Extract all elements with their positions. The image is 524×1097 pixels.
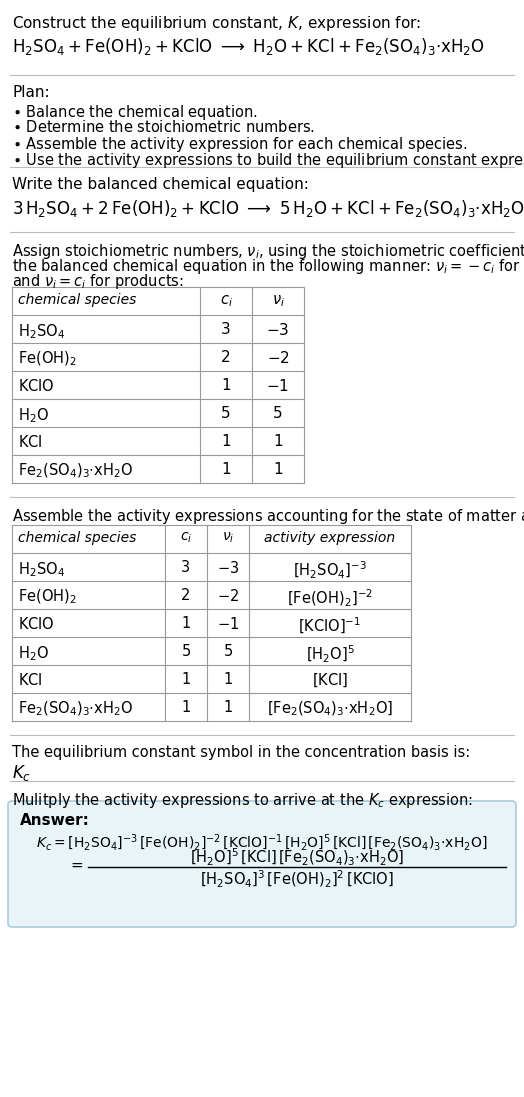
Text: $\mathrm{H_2SO_4}$: $\mathrm{H_2SO_4}$ xyxy=(18,323,65,341)
Text: $\mathrm{KCl}$: $\mathrm{KCl}$ xyxy=(18,434,42,450)
Text: $-1$: $-1$ xyxy=(217,617,239,632)
Text: $\mathrm{H_2O}$: $\mathrm{H_2O}$ xyxy=(18,406,49,425)
Text: $-3$: $-3$ xyxy=(217,559,239,576)
Text: $K_c = [\mathrm{H_2SO_4}]^{-3}\,[\mathrm{Fe(OH)_2}]^{-2}\,[\mathrm{KClO}]^{-1}\,: $K_c = [\mathrm{H_2SO_4}]^{-3}\,[\mathrm… xyxy=(36,833,488,853)
Text: $\mathrm{H_2SO_4}$: $\mathrm{H_2SO_4}$ xyxy=(18,559,65,579)
Text: the balanced chemical equation in the following manner: $\nu_i = -c_i$ for react: the balanced chemical equation in the fo… xyxy=(12,257,524,276)
Text: $-3$: $-3$ xyxy=(266,323,290,338)
Text: Construct the equilibrium constant, $K$, expression for:: Construct the equilibrium constant, $K$,… xyxy=(12,14,421,33)
Text: 1: 1 xyxy=(221,462,231,477)
Text: Plan:: Plan: xyxy=(12,84,50,100)
Text: 1: 1 xyxy=(273,434,283,449)
Text: 1: 1 xyxy=(221,378,231,393)
Text: $\bullet$ Determine the stoichiometric numbers.: $\bullet$ Determine the stoichiometric n… xyxy=(12,118,315,135)
Text: 1: 1 xyxy=(181,672,191,687)
Text: $\mathrm{H_2O}$: $\mathrm{H_2O}$ xyxy=(18,644,49,663)
Text: 2: 2 xyxy=(181,588,191,603)
Text: $=$: $=$ xyxy=(68,857,84,872)
Text: $[\mathrm{Fe_2(SO_4)_3{\cdot}xH_2O}]$: $[\mathrm{Fe_2(SO_4)_3{\cdot}xH_2O}]$ xyxy=(267,700,393,719)
Text: Write the balanced chemical equation:: Write the balanced chemical equation: xyxy=(12,177,309,192)
Text: $\mathrm{KClO}$: $\mathrm{KClO}$ xyxy=(18,378,54,394)
Text: $\bullet$ Use the activity expressions to build the equilibrium constant express: $\bullet$ Use the activity expressions t… xyxy=(12,151,524,170)
Text: $\mathrm{KCl}$: $\mathrm{KCl}$ xyxy=(18,672,42,688)
Text: activity expression: activity expression xyxy=(265,531,396,545)
Text: Answer:: Answer: xyxy=(20,813,90,828)
Text: Assemble the activity expressions accounting for the state of matter and $\nu_i$: Assemble the activity expressions accoun… xyxy=(12,507,524,525)
Text: 1: 1 xyxy=(181,617,191,631)
Text: 1: 1 xyxy=(223,672,233,687)
Text: $-2$: $-2$ xyxy=(217,588,239,604)
Text: $\mathrm{3\,H_2SO_4 + 2\,Fe(OH)_2 + KClO\ \longrightarrow\ 5\,H_2O + KCl + Fe_2(: $\mathrm{3\,H_2SO_4 + 2\,Fe(OH)_2 + KClO… xyxy=(12,197,524,219)
Text: $\mathrm{Fe_2(SO_4)_3{\cdot}xH_2O}$: $\mathrm{Fe_2(SO_4)_3{\cdot}xH_2O}$ xyxy=(18,700,133,719)
Text: $c_i$: $c_i$ xyxy=(180,531,192,545)
Text: The equilibrium constant symbol in the concentration basis is:: The equilibrium constant symbol in the c… xyxy=(12,745,470,760)
Text: $-1$: $-1$ xyxy=(267,378,290,394)
Text: $\bullet$ Balance the chemical equation.: $\bullet$ Balance the chemical equation. xyxy=(12,103,257,122)
Text: $\nu_i$: $\nu_i$ xyxy=(222,531,234,545)
Text: Assign stoichiometric numbers, $\nu_i$, using the stoichiometric coefficients, $: Assign stoichiometric numbers, $\nu_i$, … xyxy=(12,242,524,261)
Text: $\bullet$ Assemble the activity expression for each chemical species.: $\bullet$ Assemble the activity expressi… xyxy=(12,135,467,154)
Text: $\mathrm{Fe_2(SO_4)_3{\cdot}xH_2O}$: $\mathrm{Fe_2(SO_4)_3{\cdot}xH_2O}$ xyxy=(18,462,133,480)
Text: $-2$: $-2$ xyxy=(267,350,289,366)
Text: $c_i$: $c_i$ xyxy=(220,293,233,308)
Text: 3: 3 xyxy=(181,559,191,575)
Text: $[\mathrm{H_2SO_4}]^{-3}$: $[\mathrm{H_2SO_4}]^{-3}$ xyxy=(293,559,367,581)
Text: $[\mathrm{KClO}]^{-1}$: $[\mathrm{KClO}]^{-1}$ xyxy=(299,617,362,636)
Text: 2: 2 xyxy=(221,350,231,365)
Text: 5: 5 xyxy=(221,406,231,421)
Text: $[\mathrm{H_2SO_4}]^3\,[\mathrm{Fe(OH)_2}]^2\,[\mathrm{KClO}]$: $[\mathrm{H_2SO_4}]^3\,[\mathrm{Fe(OH)_2… xyxy=(200,869,394,890)
Text: $\mathrm{KClO}$: $\mathrm{KClO}$ xyxy=(18,617,54,632)
Text: 1: 1 xyxy=(181,700,191,715)
Text: 5: 5 xyxy=(223,644,233,659)
Text: $K_c$: $K_c$ xyxy=(12,764,31,783)
Text: and $\nu_i = c_i$ for products:: and $\nu_i = c_i$ for products: xyxy=(12,272,184,291)
Text: 3: 3 xyxy=(221,323,231,337)
Text: chemical species: chemical species xyxy=(18,531,136,545)
Text: 1: 1 xyxy=(223,700,233,715)
FancyBboxPatch shape xyxy=(8,801,516,927)
Text: $[\mathrm{H_2O}]^5\,[\mathrm{KCl}]\,[\mathrm{Fe_2(SO_4)_3{\cdot}xH_2O}]$: $[\mathrm{H_2O}]^5\,[\mathrm{KCl}]\,[\ma… xyxy=(190,847,404,868)
Text: $\mathrm{Fe(OH)_2}$: $\mathrm{Fe(OH)_2}$ xyxy=(18,588,77,607)
Text: 5: 5 xyxy=(181,644,191,659)
Text: 5: 5 xyxy=(273,406,283,421)
Text: chemical species: chemical species xyxy=(18,293,136,307)
Text: $[\mathrm{Fe(OH)_2}]^{-2}$: $[\mathrm{Fe(OH)_2}]^{-2}$ xyxy=(287,588,373,609)
Text: $[\mathrm{H_2O}]^5$: $[\mathrm{H_2O}]^5$ xyxy=(305,644,354,665)
Text: $\nu_i$: $\nu_i$ xyxy=(271,293,285,308)
Text: $\mathrm{H_2SO_4 + Fe(OH)_2 + KClO\ \longrightarrow\ H_2O + KCl + Fe_2(SO_4)_3{\: $\mathrm{H_2SO_4 + Fe(OH)_2 + KClO\ \lon… xyxy=(12,36,485,57)
Text: $[\mathrm{KCl}]$: $[\mathrm{KCl}]$ xyxy=(312,672,348,689)
Text: 1: 1 xyxy=(273,462,283,477)
Text: $\mathrm{Fe(OH)_2}$: $\mathrm{Fe(OH)_2}$ xyxy=(18,350,77,369)
Text: 1: 1 xyxy=(221,434,231,449)
Text: Mulitply the activity expressions to arrive at the $K_c$ expression:: Mulitply the activity expressions to arr… xyxy=(12,791,473,810)
